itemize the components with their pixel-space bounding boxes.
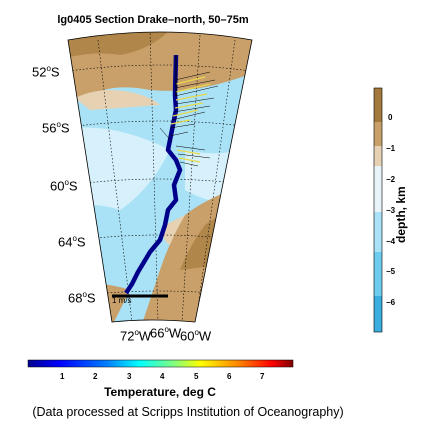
lat-label-52: 52oS (32, 64, 60, 80)
lat-label-68: 68oS (68, 290, 96, 306)
temp-tick-4: 4 (160, 372, 165, 381)
depth-tick-0: 0 (388, 113, 393, 122)
scale-label: 1 m/s (112, 296, 132, 305)
temp-tick-6: 6 (227, 372, 232, 381)
depth-tick-1: −1 (386, 144, 396, 153)
depth-tick-4: −4 (386, 237, 396, 246)
temperature-sticks (170, 76, 211, 163)
temp-tick-7: 7 (260, 372, 265, 381)
lat-label-60: 60oS (50, 178, 78, 194)
temperature-colorbar-title: Temperature, deg C (104, 385, 216, 399)
lon-label-72: 72oW (120, 328, 152, 344)
temp-tick-2: 2 (93, 372, 98, 381)
temp-tick-1: 1 (60, 372, 65, 381)
depth-colorbar-title: depth, km (394, 186, 408, 243)
depth-tick-2: −2 (386, 175, 396, 184)
temp-tick-5: 5 (194, 372, 199, 381)
lon-label-60: 60oW (180, 328, 212, 344)
lat-label-64: 64oS (58, 234, 86, 250)
south-america-highland (68, 32, 170, 60)
shelf-south (163, 215, 185, 245)
depth-tick-3: −3 (386, 206, 396, 215)
shelf-north (75, 90, 160, 110)
temperature-colorbar (27, 359, 294, 368)
depth-tick-6: −6 (386, 298, 396, 307)
velocity-vectors (159, 71, 219, 167)
map-frame (67, 31, 253, 323)
depth-colorbar (373, 87, 383, 333)
depth-tick-5: −5 (386, 267, 396, 276)
credit-line: (Data processed at Scripps Institution o… (32, 405, 344, 419)
lon-label-66: 66oW (150, 325, 182, 341)
lat-label-56: 56oS (42, 120, 70, 136)
temp-tick-3: 3 (127, 372, 132, 381)
map-title: lg0405 Section Drake–north, 50–75m (57, 14, 249, 26)
